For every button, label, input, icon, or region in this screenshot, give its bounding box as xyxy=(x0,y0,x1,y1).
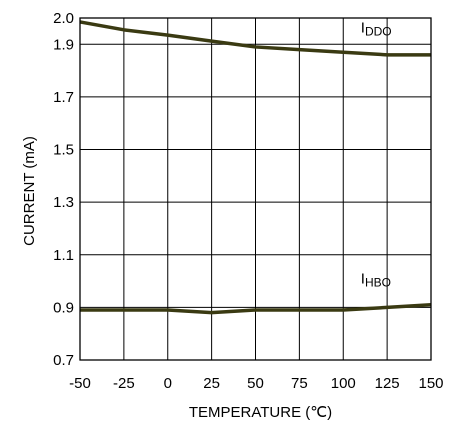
x-tick-label: 75 xyxy=(291,375,308,392)
y-tick-labels: 0.7 0.9 1.1 1.3 1.5 1.7 1.9 2.0 xyxy=(53,10,74,369)
y-tick-label: 0.7 xyxy=(53,352,74,369)
y-tick-label: 1.1 xyxy=(53,247,74,264)
x-tick-label: 0 xyxy=(164,375,172,392)
series-label: IDDO xyxy=(361,19,392,38)
series-lines xyxy=(79,20,432,315)
x-tick-label: 125 xyxy=(375,375,400,392)
y-tick-label: 1.5 xyxy=(53,142,74,159)
y-tick-label: 2.0 xyxy=(53,10,74,27)
plot-frame xyxy=(79,17,432,361)
x-tick-label: 150 xyxy=(418,375,443,392)
series-line-hbo xyxy=(80,303,432,315)
y-axis-title: CURRENT (mA) xyxy=(21,136,38,246)
series-label: IHBO xyxy=(361,271,391,290)
y-tick-label: 1.3 xyxy=(53,194,74,211)
x-axis-title: TEMPERATURE (℃) xyxy=(189,404,332,421)
x-tick-label: 100 xyxy=(331,375,356,392)
y-tick-label: 1.9 xyxy=(53,36,74,53)
x-tick-label: -25 xyxy=(113,375,135,392)
x-tick-labels: -50 -25 0 25 50 75 100 125 150 xyxy=(69,375,443,392)
series-line-ddo xyxy=(79,20,431,57)
x-tick-label: 50 xyxy=(247,375,264,392)
series-labels: IDDO IHBO xyxy=(361,19,392,289)
y-tick-label: 1.7 xyxy=(53,89,74,106)
y-tick-label: 0.9 xyxy=(53,299,74,316)
x-tick-label: -50 xyxy=(69,375,91,392)
x-tick-label: 25 xyxy=(203,375,220,392)
